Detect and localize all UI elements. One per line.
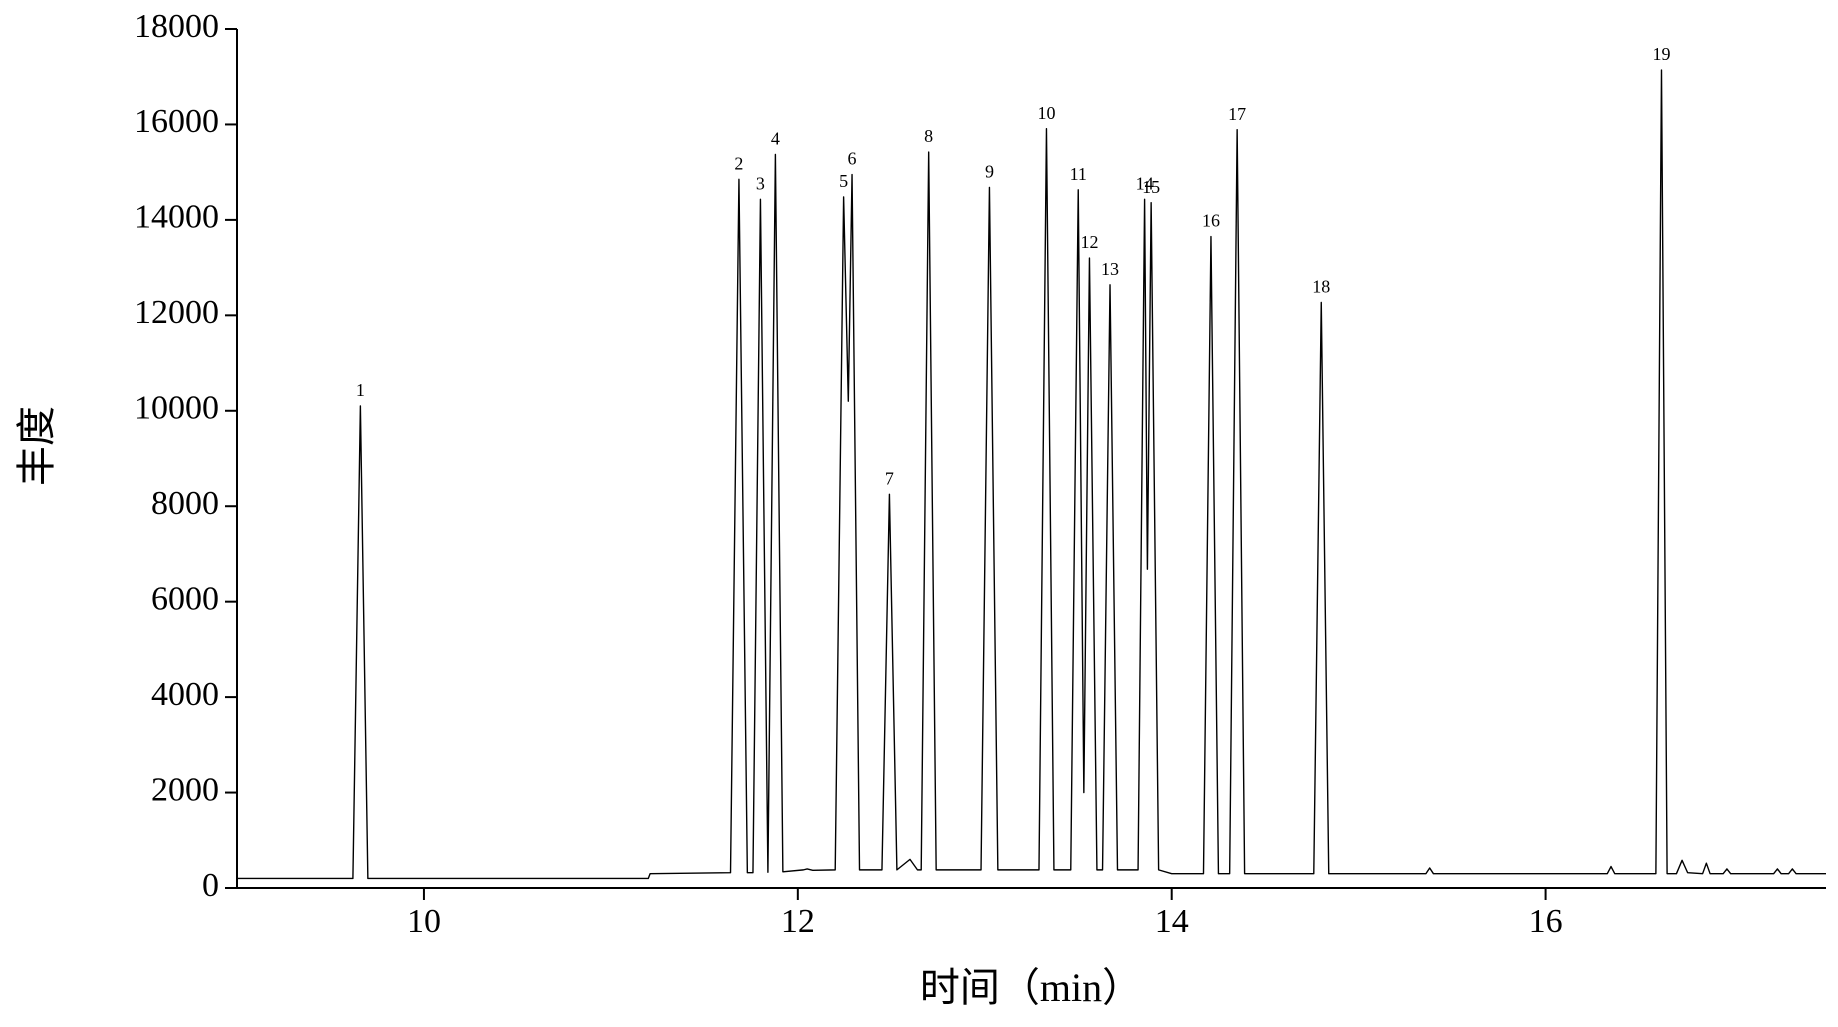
peak-label: 4 <box>771 129 780 149</box>
peak-label: 8 <box>924 126 933 146</box>
trace <box>237 69 1826 880</box>
peak-label: 6 <box>848 149 857 169</box>
y-tick-label: 16000 <box>134 103 219 140</box>
x-tick-label: 14 <box>1155 903 1189 940</box>
x-axis-label: 时间（min） <box>920 965 1142 1010</box>
peak-label: 5 <box>839 171 848 191</box>
y-tick-label: 18000 <box>134 8 219 45</box>
peak-label: 16 <box>1202 211 1220 231</box>
peak-label: 15 <box>1142 177 1160 197</box>
y-tick-label: 2000 <box>151 771 219 808</box>
peak-label: 19 <box>1652 44 1670 64</box>
x-tick-label: 10 <box>407 903 441 940</box>
peak-label: 3 <box>756 173 765 193</box>
y-tick-label: 10000 <box>134 390 219 427</box>
x-tick-label: 16 <box>1529 903 1563 940</box>
peak-label: 12 <box>1080 232 1098 252</box>
peak-label: 17 <box>1228 104 1246 124</box>
y-tick-label: 14000 <box>134 199 219 236</box>
peak-label: 9 <box>985 162 994 182</box>
peak-label: 11 <box>1070 164 1087 184</box>
y-tick-label: 4000 <box>151 676 219 713</box>
y-axis-label: 丰度 <box>14 406 59 486</box>
peak-label: 13 <box>1101 259 1119 279</box>
y-tick-label: 8000 <box>151 485 219 522</box>
peak-label: 1 <box>356 380 365 400</box>
y-tick-label: 6000 <box>151 580 219 617</box>
x-tick-label: 12 <box>781 903 815 940</box>
y-tick-label: 0 <box>202 867 219 904</box>
peak-label: 10 <box>1037 103 1055 123</box>
peak-label: 2 <box>734 153 743 173</box>
peak-label: 18 <box>1312 277 1330 297</box>
peak-label: 7 <box>885 468 894 488</box>
y-tick-label: 12000 <box>134 294 219 331</box>
peak-label: 14 <box>1136 173 1154 193</box>
